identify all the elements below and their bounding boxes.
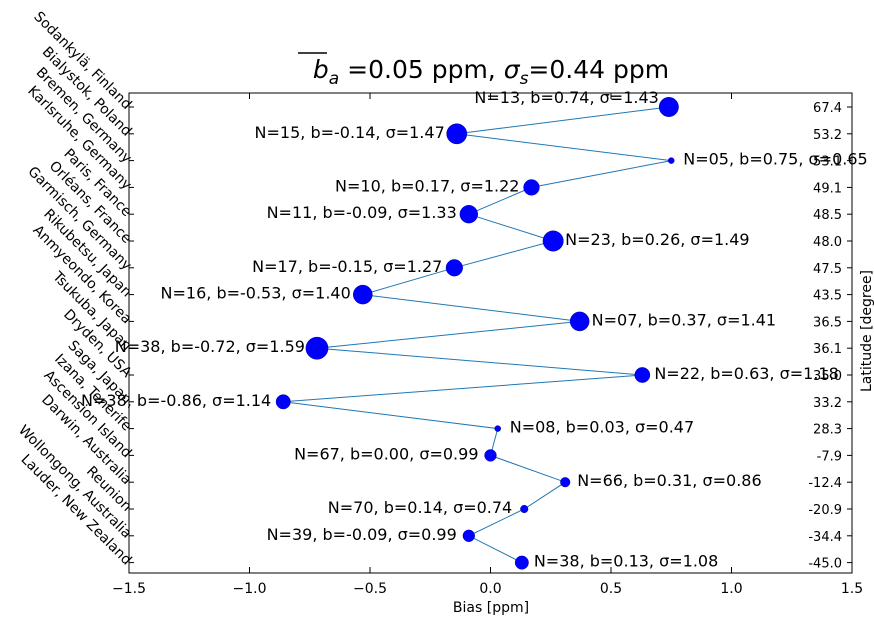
latitude-tick-label: -12.4 bbox=[808, 476, 842, 491]
bias-series-line bbox=[283, 106, 672, 564]
chart-title: ba =0.05 ppm, σs=0.44 ppm bbox=[313, 55, 669, 89]
latitude-tick-label: 48.0 bbox=[813, 235, 842, 250]
x-tick-label: 0.0 bbox=[479, 581, 501, 597]
title-sigma-subscript: s bbox=[520, 69, 529, 89]
data-label: N=15, b=-0.14, σ=1.47 bbox=[255, 123, 445, 142]
data-label: N=39, b=-0.09, σ=0.99 bbox=[267, 525, 457, 544]
x-tick-label: 1.5 bbox=[841, 581, 863, 597]
x-tick-label: 0.5 bbox=[600, 581, 622, 597]
bias-point bbox=[484, 449, 497, 462]
bias-point bbox=[353, 284, 373, 305]
latitude-tick-label: 47.5 bbox=[813, 262, 842, 277]
latitude-tick-label: 35.0 bbox=[813, 369, 842, 384]
bias-point bbox=[634, 367, 651, 383]
latitude-tick-label: 53.1 bbox=[813, 155, 842, 170]
bias-point bbox=[445, 259, 463, 277]
latitude-tick-label: 36.5 bbox=[813, 315, 842, 330]
y-axis-label-right: Latitude [degree] bbox=[859, 270, 874, 392]
latitude-tick-label: -20.9 bbox=[808, 503, 842, 518]
bias-point bbox=[560, 477, 571, 488]
x-axis-label: Bias [ppm] bbox=[453, 600, 529, 616]
latitude-tick-label: -45.0 bbox=[808, 557, 842, 572]
bias-point bbox=[569, 311, 590, 332]
title-sigma-symbol: σ bbox=[504, 55, 521, 84]
latitude-tick-label: 28.3 bbox=[813, 423, 842, 438]
bias-point bbox=[275, 394, 291, 410]
latitude-tick-label: -7.9 bbox=[817, 449, 842, 464]
data-label: N=13, b=0.74, σ=1.43 bbox=[474, 88, 658, 107]
latitude-tick-label: 53.2 bbox=[813, 128, 842, 143]
data-label: N=66, b=0.31, σ=0.86 bbox=[577, 471, 761, 490]
bias-point bbox=[520, 504, 529, 514]
bias-point bbox=[668, 157, 675, 164]
data-label: N=38, b=-0.72, σ=1.59 bbox=[115, 337, 305, 356]
data-label: N=08, b=0.03, σ=0.47 bbox=[510, 418, 694, 437]
bias-point bbox=[305, 336, 329, 360]
latitude-tick-label: 49.1 bbox=[813, 181, 842, 196]
latitude-tick-label: 33.2 bbox=[813, 396, 842, 411]
data-label: N=11, b=-0.09, σ=1.33 bbox=[267, 203, 457, 222]
x-tick-label: −0.5 bbox=[353, 581, 387, 597]
title-mean-text: =0.05 ppm, bbox=[339, 55, 504, 84]
data-label: N=38, b=0.13, σ=1.08 bbox=[534, 552, 718, 571]
data-label: N=10, b=0.17, σ=1.22 bbox=[335, 176, 519, 195]
bias-point bbox=[514, 555, 529, 570]
data-label: N=16, b=-0.53, σ=1.40 bbox=[161, 284, 351, 303]
latitude-tick-label: 43.5 bbox=[813, 289, 842, 304]
bias-point bbox=[494, 425, 501, 432]
title-b-symbol: b bbox=[313, 55, 329, 84]
data-label: N=70, b=0.14, σ=0.74 bbox=[328, 498, 512, 517]
x-tick-label: −1.0 bbox=[233, 581, 267, 597]
x-tick-label: 1.0 bbox=[720, 581, 742, 597]
title-std-text: =0.44 ppm bbox=[528, 55, 669, 84]
bias-point bbox=[462, 529, 475, 542]
bias-point bbox=[446, 123, 468, 145]
data-label: N=17, b=-0.15, σ=1.27 bbox=[252, 257, 442, 276]
bias-point bbox=[658, 97, 679, 117]
data-label: N=23, b=0.26, σ=1.49 bbox=[565, 230, 749, 249]
latitude-tick-label: -34.4 bbox=[808, 530, 842, 545]
latitude-tick-label: 67.4 bbox=[813, 101, 842, 116]
data-label: N=67, b=0.00, σ=0.99 bbox=[294, 444, 478, 463]
x-tick-label: −1.5 bbox=[112, 581, 146, 597]
latitude-tick-label: 36.1 bbox=[813, 342, 842, 357]
data-label: N=05, b=0.75, σ=0.65 bbox=[683, 150, 867, 169]
bias-point bbox=[523, 179, 540, 196]
data-label: N=22, b=0.63, σ=1.18 bbox=[654, 364, 838, 383]
bias-point bbox=[542, 230, 564, 252]
title-b-subscript: a bbox=[329, 69, 339, 89]
bias-point bbox=[459, 205, 478, 224]
data-label: N=38, b=-0.86, σ=1.14 bbox=[81, 391, 271, 410]
latitude-tick-label: 48.5 bbox=[813, 208, 842, 223]
data-label: N=07, b=0.37, σ=1.41 bbox=[592, 310, 776, 329]
